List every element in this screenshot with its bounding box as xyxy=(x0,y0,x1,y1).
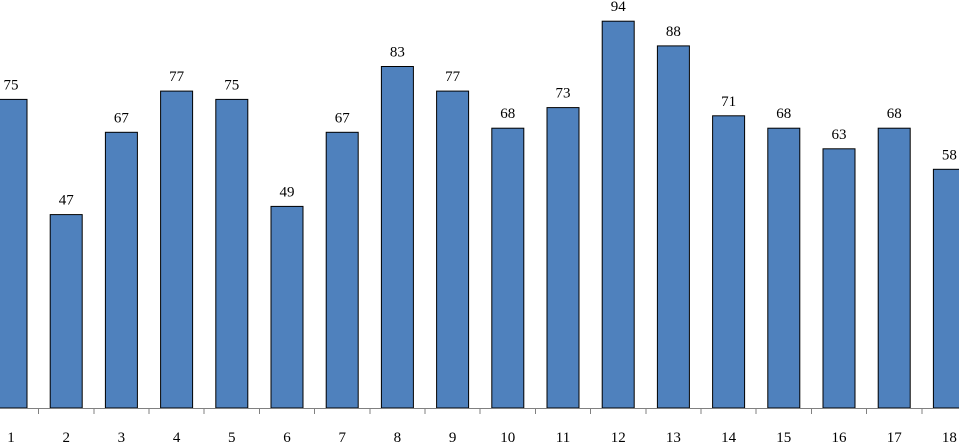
bar-10 xyxy=(491,127,525,409)
x-tick-label-6: 6 xyxy=(283,430,291,443)
bar-4 xyxy=(160,90,194,409)
data-label-11: 73 xyxy=(556,86,571,102)
x-tick-label-8: 8 xyxy=(394,430,402,443)
data-label-1: 75 xyxy=(4,77,19,93)
x-tick-label-12: 12 xyxy=(611,430,626,443)
bar-5 xyxy=(215,98,249,409)
x-tick-label-7: 7 xyxy=(338,430,346,443)
bar-8 xyxy=(380,66,414,409)
data-label-4: 77 xyxy=(169,69,185,85)
data-label-14: 71 xyxy=(721,94,736,110)
x-tick-label-11: 11 xyxy=(556,430,570,443)
x-tick-label-15: 15 xyxy=(776,430,791,443)
x-tick-label-3: 3 xyxy=(118,430,126,443)
x-tick-label-14: 14 xyxy=(721,430,737,443)
x-tick-label-1: 1 xyxy=(7,430,15,443)
data-label-12: 94 xyxy=(611,0,627,15)
data-label-5: 75 xyxy=(224,77,239,93)
bar-12 xyxy=(601,20,635,409)
bar-11 xyxy=(546,107,580,409)
data-label-3: 67 xyxy=(114,110,130,126)
data-label-15: 68 xyxy=(776,106,791,122)
bar-1 xyxy=(0,98,28,409)
data-label-6: 49 xyxy=(280,184,295,200)
x-tick-label-2: 2 xyxy=(62,430,70,443)
data-label-7: 67 xyxy=(335,110,351,126)
data-label-2: 47 xyxy=(59,193,75,209)
bar-16 xyxy=(822,148,856,409)
x-tick-label-4: 4 xyxy=(173,430,181,443)
data-label-18: 58 xyxy=(942,147,957,163)
bar-13 xyxy=(656,45,690,409)
bar-6 xyxy=(270,205,304,409)
bar-3 xyxy=(104,131,138,409)
bar-17 xyxy=(877,127,911,409)
data-label-16: 63 xyxy=(832,127,847,143)
x-tick-label-10: 10 xyxy=(500,430,515,443)
x-tick-label-16: 16 xyxy=(832,430,848,443)
bar-7 xyxy=(325,131,359,409)
x-axis-ticks-group xyxy=(38,408,923,414)
bar-15 xyxy=(767,127,801,409)
x-tick-label-18: 18 xyxy=(942,430,957,443)
x-tick-label-17: 17 xyxy=(887,430,903,443)
x-tick-label-5: 5 xyxy=(228,430,236,443)
x-axis-tick-labels-group: 1 2 3 4 5 6 7 8 9 10 11 12 13 14 15 16 17 18 xyxy=(7,430,957,443)
bars-group xyxy=(0,20,959,409)
data-label-9: 77 xyxy=(445,69,461,85)
data-labels-group: 75 47 67 77 75 49 67 83 77 68 73 94 88 71 68 63 68 58 xyxy=(4,0,957,209)
data-label-13: 88 xyxy=(666,24,681,40)
data-label-8: 83 xyxy=(390,45,405,61)
x-tick-label-13: 13 xyxy=(666,430,681,443)
data-label-17: 68 xyxy=(887,106,902,122)
data-label-10: 68 xyxy=(500,106,515,122)
bar-18 xyxy=(932,168,959,409)
x-tick-label-9: 9 xyxy=(449,430,457,443)
bar-9 xyxy=(436,90,470,409)
bar-14 xyxy=(712,115,746,409)
bar-2 xyxy=(49,214,83,409)
